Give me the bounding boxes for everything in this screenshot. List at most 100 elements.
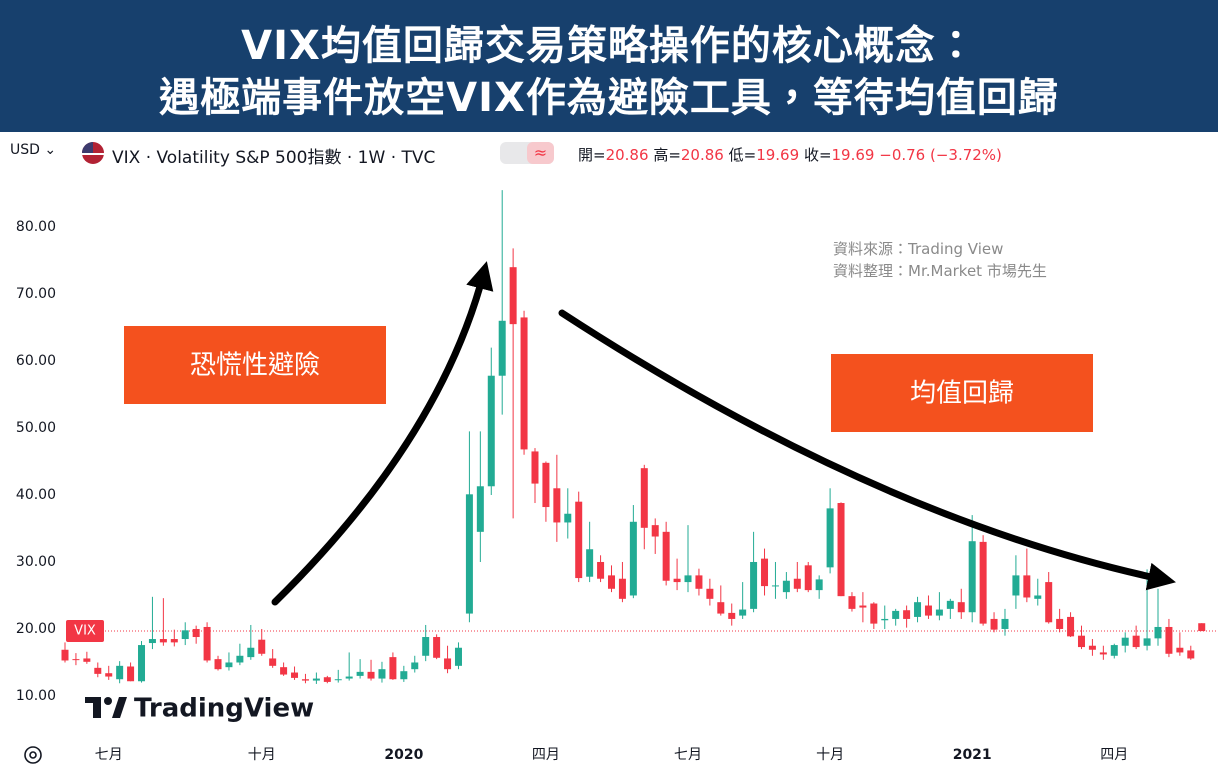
candle-body (979, 541, 987, 624)
candle-body (1067, 616, 1075, 637)
candle-body (990, 618, 998, 630)
candle-body (94, 667, 102, 674)
candle-body (148, 639, 156, 644)
candle-body (258, 639, 266, 654)
y-tick-label: 20.00 (16, 621, 56, 637)
ohlc-value: 20.86 (680, 146, 724, 164)
candle-body (1056, 618, 1064, 629)
candle-body (454, 647, 462, 666)
last-price-label: VIX (74, 624, 96, 639)
candle-body (291, 672, 299, 678)
candle-body (1023, 575, 1031, 598)
candle-body (782, 580, 790, 593)
title-line: 遇極端事件放空VIX作為避險工具，等待均值回歸 (159, 75, 1059, 121)
candle-body (203, 626, 211, 661)
last-price-tag (66, 620, 104, 643)
y-tick-label: 60.00 (16, 353, 56, 369)
candle-body (946, 600, 954, 609)
y-tick-label: 10.00 (16, 688, 56, 704)
candle-body (400, 671, 408, 680)
watermark: TradingView (134, 694, 314, 724)
candle-body (531, 451, 539, 484)
candle-body (312, 678, 320, 681)
symbol[interactable]: VIX · Volatility S&P 500指數 · 1W · TVC (112, 148, 436, 168)
candle-body (367, 671, 375, 679)
candle-body (1143, 638, 1151, 646)
settings-icon[interactable] (24, 746, 42, 764)
candle-body (476, 486, 484, 532)
candle-body (280, 667, 288, 675)
title-line: VIX均值回歸交易策略操作的核心概念： (241, 23, 977, 69)
candle-body (334, 679, 342, 681)
candle-body (870, 603, 878, 624)
watermark-logo (85, 697, 127, 718)
ohlc-label: 收= (803, 146, 832, 164)
candle-body (389, 657, 397, 680)
candle-body (192, 628, 200, 638)
ohlc-value: 20.86 (605, 146, 649, 164)
y-tick-label: 30.00 (16, 554, 56, 570)
arrow (558, 309, 1176, 591)
candle-body (269, 658, 277, 666)
candle-body (1198, 623, 1206, 632)
ohlc-value: 19.69 (756, 146, 800, 164)
candle-body (881, 618, 889, 621)
candle-body (629, 521, 637, 596)
annotation-box (124, 326, 386, 404)
candle-body (914, 602, 922, 617)
annotation: 均值回歸 (910, 379, 1014, 409)
candle-body (444, 658, 452, 670)
candles (61, 190, 1206, 684)
compare-toggle[interactable] (500, 142, 554, 164)
candle-body (1034, 595, 1042, 599)
x-tick-label: 七月 (674, 747, 702, 763)
candle-body (750, 561, 758, 609)
y-tick-label: 70.00 (16, 286, 56, 302)
candle-body (116, 665, 124, 680)
candle-body (1110, 645, 1118, 656)
candle-body (1132, 635, 1140, 648)
candle-body (1154, 626, 1162, 639)
candle-body (728, 612, 736, 619)
candle-body (935, 609, 943, 616)
candle-body (771, 585, 779, 587)
candle-body (433, 637, 441, 658)
candle-body (564, 513, 572, 523)
y-tick-label: 40.00 (16, 487, 56, 503)
candle-body (957, 602, 965, 613)
candle-body (1012, 575, 1020, 596)
candle-body (662, 531, 670, 581)
candle-body (159, 639, 167, 643)
candle-body (170, 639, 178, 643)
candle-body (695, 575, 703, 589)
candle-body (127, 666, 135, 682)
candle-body (1077, 635, 1085, 648)
candle-body (83, 658, 91, 662)
candle-body (301, 679, 309, 681)
ohlc-label: 低= (728, 146, 757, 164)
candle-body (61, 649, 69, 661)
candle-body (323, 677, 331, 682)
candle-body (422, 637, 430, 656)
candle-body (651, 525, 659, 537)
candle-body (1088, 645, 1096, 650)
candle-body (804, 565, 812, 591)
x-tick-label: 十月 (816, 747, 844, 763)
candle-body (542, 462, 550, 508)
candle-body (138, 645, 146, 682)
candle-body (673, 578, 681, 583)
candle-body (1176, 647, 1184, 653)
y-tick-label: 50.00 (16, 420, 56, 436)
candle-body (498, 320, 506, 376)
candle-body (608, 575, 615, 589)
candle-body (826, 508, 834, 568)
candle-body (553, 488, 561, 523)
candle-body (247, 647, 255, 658)
candle-body (509, 267, 517, 325)
ohlc-value: 19.69 (831, 146, 875, 164)
candle-body (225, 662, 233, 668)
candle-body (684, 575, 692, 583)
x-tick-label: 2021 (953, 747, 992, 763)
candle-body (465, 494, 473, 614)
currency-select[interactable]: USD ⌄ (10, 142, 57, 158)
